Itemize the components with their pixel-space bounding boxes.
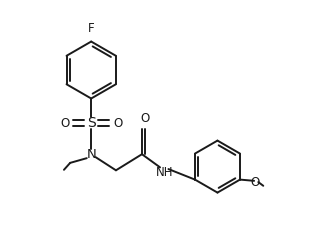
Text: O: O	[113, 117, 122, 130]
Text: NH: NH	[156, 166, 173, 179]
Text: N: N	[86, 148, 96, 161]
Text: S: S	[87, 116, 96, 130]
Text: O: O	[60, 117, 69, 130]
Text: F: F	[88, 22, 95, 35]
Text: O: O	[251, 176, 260, 188]
Text: O: O	[141, 112, 150, 125]
